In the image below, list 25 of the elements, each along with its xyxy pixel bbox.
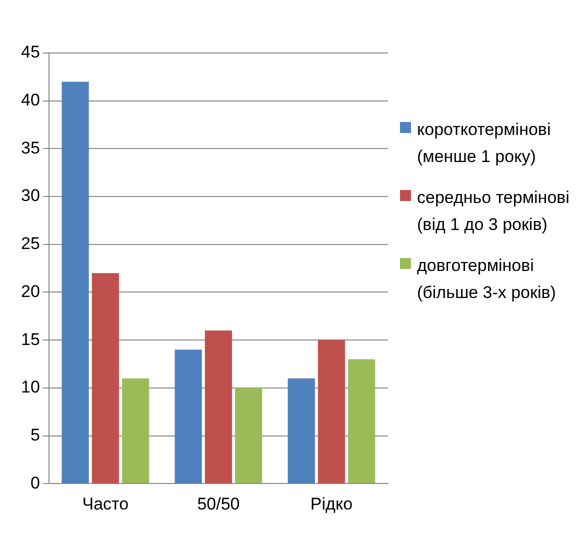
y-tick-label: 5	[30, 425, 40, 444]
bar	[348, 359, 376, 484]
x-tick-label: Рідко	[310, 494, 353, 514]
y-tick-label: 15	[20, 330, 40, 349]
y-tick-label: 35	[20, 138, 40, 158]
y-tick-label: 45	[20, 42, 40, 62]
y-tick-label: 20	[20, 282, 40, 301]
y-tick-label: 40	[20, 90, 40, 110]
x-tick-label: Часто	[82, 494, 129, 514]
bar	[235, 388, 262, 484]
legend-label: короткотермінові (менше 1 року)	[417, 119, 552, 168]
bar	[288, 378, 315, 484]
x-tick-label: 50/50	[197, 494, 240, 514]
bar	[92, 273, 119, 484]
bar	[62, 82, 89, 484]
y-tick-label: 10	[20, 378, 40, 397]
y-tick-label: 0	[30, 473, 40, 492]
bar	[318, 340, 346, 484]
y-tick-label: 25	[20, 234, 40, 254]
legend-label: довготермінові (більше 3-х років)	[417, 255, 557, 304]
bar	[174, 350, 202, 484]
bar	[204, 330, 232, 484]
y-tick-label: 30	[20, 186, 40, 206]
bar	[122, 378, 150, 484]
legend-label: середньо термінові (від 1 до 3 років)	[417, 187, 570, 236]
